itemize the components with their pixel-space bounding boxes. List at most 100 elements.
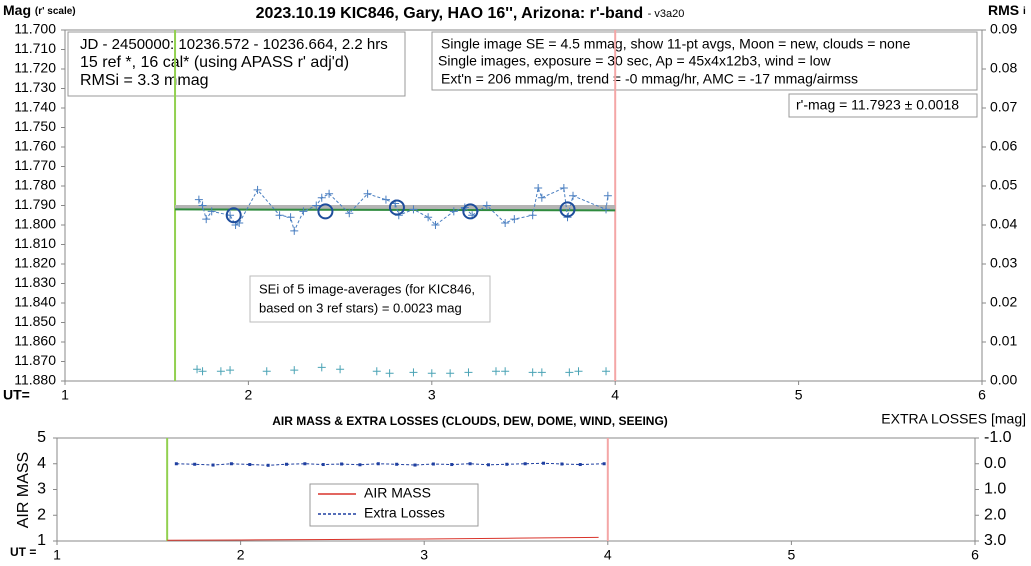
annotation: JD - 2450000: 10236.572 - 10236.664, 2.2…	[80, 36, 388, 53]
y-tick-label: 11.870	[14, 352, 56, 368]
version: - v3a20	[648, 8, 685, 20]
marker	[299, 207, 308, 216]
marker	[578, 463, 582, 467]
y-tick-label: 11.830	[14, 274, 56, 290]
y2-tick-label: 1.0	[984, 481, 1006, 498]
x-tick-label: 1	[61, 387, 69, 403]
marker	[198, 201, 207, 210]
annotation: SEi of 5 image-averages (for KIC846,	[259, 281, 475, 296]
x-tick-label: 1	[53, 547, 61, 563]
marker	[559, 183, 568, 192]
y2-tick-label: 0.0	[984, 455, 1006, 472]
y-tick-label: 11.880	[14, 372, 56, 388]
x-tick-label: 3	[420, 547, 428, 563]
marker	[290, 226, 299, 235]
marker	[431, 221, 440, 229]
marker	[358, 463, 362, 467]
y2-tick-label: 0.00	[990, 372, 1017, 388]
marker	[450, 463, 454, 467]
annotation: based on 3 ref stars) = 0.0023 mag	[259, 300, 462, 315]
y-tick-label: 11.860	[14, 333, 56, 349]
marker	[312, 201, 321, 210]
marker	[225, 207, 242, 224]
y-tick-label: 1	[37, 532, 46, 549]
x-tick-label: 5	[795, 387, 803, 403]
marker	[385, 369, 394, 378]
y-tick-label: 11.840	[14, 294, 56, 310]
marker	[413, 463, 417, 467]
y-tick-label: 11.740	[14, 99, 56, 115]
annotation-box	[788, 93, 978, 118]
marker	[574, 367, 583, 376]
marker	[501, 367, 510, 376]
marker	[534, 183, 543, 192]
marker	[446, 369, 455, 378]
series-layer	[174, 30, 617, 381]
marker	[409, 205, 418, 214]
marker	[229, 462, 233, 466]
marker	[193, 365, 202, 374]
marker	[528, 211, 537, 220]
marker	[388, 199, 405, 216]
marker	[424, 213, 433, 222]
y2-axis-label: RMS i	[988, 2, 1026, 18]
marker	[468, 462, 472, 466]
marker	[602, 205, 611, 214]
legend-label: Extra Losses	[364, 505, 445, 521]
marker	[482, 201, 491, 210]
y-tick-label: 2	[37, 506, 46, 523]
y-tick-label: 11.700	[14, 21, 56, 37]
y-tick-label: 11.760	[14, 138, 56, 154]
marker	[376, 462, 380, 466]
annotation: Ext'n = 206 mmag/m, trend = -0 mmag/hr, …	[441, 71, 858, 87]
series-layer	[166, 438, 609, 541]
y2-tick-label: 0.03	[990, 255, 1017, 271]
annotation-box	[249, 275, 491, 323]
y-tick-label: 11.710	[14, 40, 56, 56]
y-tick-label: 11.810	[14, 235, 56, 251]
marker	[464, 368, 473, 377]
marker	[372, 367, 381, 376]
marker	[290, 366, 299, 375]
y-tick-label: 11.780	[14, 177, 56, 193]
x-tick-label: 3	[428, 387, 436, 403]
marker	[321, 463, 325, 467]
marker	[194, 195, 203, 204]
annotation: Single image SE = 4.5 mmag, show 11-pt a…	[441, 36, 911, 52]
marker	[303, 462, 307, 466]
marker	[427, 369, 436, 378]
marker	[449, 207, 458, 216]
y2-tick-label: 0.05	[990, 177, 1017, 193]
marker	[560, 462, 564, 466]
x-tick-label: 2	[245, 387, 253, 403]
marker	[325, 189, 334, 198]
marker	[537, 193, 546, 202]
marker	[431, 462, 435, 466]
y2-tick-label: 0.06	[990, 138, 1017, 154]
marker	[528, 368, 537, 377]
annotation: 15 ref *, 16 cal* (using APASS r' adj'd)	[80, 54, 349, 71]
marker	[275, 211, 284, 220]
marker	[602, 367, 611, 376]
y2-label: RMS	[988, 2, 1019, 18]
series-line	[167, 536, 599, 541]
marker	[569, 191, 578, 200]
marker	[211, 463, 215, 467]
y2-tick-label: 0.09	[990, 21, 1017, 37]
marker	[462, 203, 479, 220]
y-tick-label: 3	[37, 481, 46, 498]
marker	[510, 215, 519, 224]
y2-tick-label: 0.02	[990, 294, 1017, 310]
y2-tick-label: 3.0	[984, 532, 1006, 549]
marker	[345, 209, 354, 218]
marker	[317, 193, 326, 202]
y-axis-label: AIR MASS	[15, 452, 32, 528]
legend-box	[309, 483, 479, 527]
y-tick-label: 11.850	[14, 313, 56, 329]
title: 2023.10.19 KIC846, Gary, HAO 16'', Arizo…	[256, 5, 644, 22]
x-tick-label: 4	[604, 547, 612, 563]
x-axis-label: UT =	[10, 545, 36, 559]
x-tick-label: 2	[237, 547, 245, 563]
y-label: Mag	[3, 2, 31, 18]
